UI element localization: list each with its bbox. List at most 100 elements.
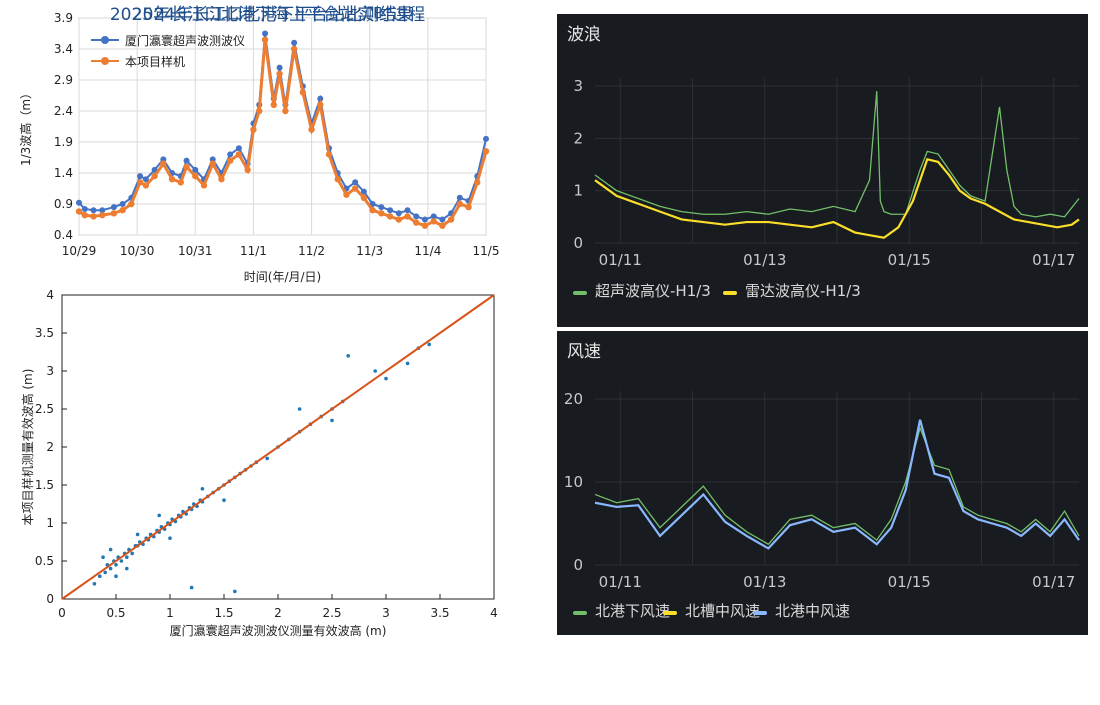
series-point (360, 188, 367, 195)
x-tick-label: 0 (58, 606, 66, 620)
series-point (177, 179, 184, 186)
series-point (317, 101, 324, 109)
scatter-point (330, 418, 334, 423)
scatter-point (384, 376, 388, 381)
series-point (282, 107, 289, 115)
y-tick-label: 3.9 (54, 11, 73, 25)
scatter-point (114, 574, 118, 578)
series-point (395, 216, 402, 223)
series-point (352, 179, 359, 186)
series-point (378, 210, 385, 217)
x-tick-label: 1.5 (214, 606, 233, 620)
y-tick-label: 2.9 (54, 73, 73, 87)
series-point (483, 135, 489, 142)
series-point (325, 151, 333, 158)
y-tick-label: 3.5 (35, 326, 54, 340)
series-point (110, 204, 117, 211)
x-axis-title: 时间(年/月/日) (244, 270, 321, 284)
series-point (290, 45, 298, 53)
panel-title: 风速 (567, 342, 601, 362)
x-tick-label: 4 (490, 606, 498, 620)
y-tick-label: 2.4 (54, 104, 73, 118)
scatter-point (189, 585, 194, 590)
scatter-point (125, 555, 129, 559)
scatter-chart: 0 0.5 1 1.5 2 2.5 3 3.5 4 0 0.5 1 1.5 2 2.5 3 3.5 4 厦门瀛寰超声… (20, 288, 498, 638)
timeseries-chart: 0.4 0.9 1.4 1.9 2.4 2.9 3.4 3.9 10/29 10/30 10/31 1… (18, 11, 499, 284)
legend-marker (101, 57, 109, 65)
series-point (136, 179, 144, 186)
right-caption: 2025年长江口北港下海上平台站实时过程 (109, 5, 426, 25)
y-tick-label: 2 (573, 129, 583, 147)
x-tick-label: 3 (382, 606, 390, 620)
series-point (270, 101, 277, 109)
y-axis-title: 本项目样机测量有效波高 (m) (20, 369, 35, 526)
x-axis-title: 厦门瀛寰超声波测波仪测量有效波高 (m) (170, 623, 387, 638)
wind-panel: 风速 0 10 20 01/11 01/13 01/15 01/17 北港下风速 北槽中风速 北港中… (557, 331, 1088, 635)
series-point (75, 208, 83, 215)
series-point (421, 222, 429, 229)
y-tick-label: 3 (46, 364, 54, 378)
series-point (90, 207, 97, 214)
scatter-point (297, 407, 302, 411)
series-point (413, 213, 420, 220)
scatter-point (265, 456, 270, 461)
legend-label: 北港下风速 (595, 602, 670, 620)
x-tick-label: 11/3 (356, 244, 383, 258)
x-tick-label: 01/13 (743, 573, 786, 591)
series-point (200, 182, 208, 189)
series-point (168, 176, 176, 183)
series-point (183, 157, 190, 164)
series-point (142, 176, 149, 183)
y-tick-label: 3.4 (54, 42, 73, 56)
series-point (262, 30, 269, 37)
scatter-point (168, 536, 172, 540)
series-point (334, 176, 341, 183)
legend-swatch (753, 611, 767, 615)
x-tick-label: 01/13 (743, 251, 786, 269)
series-line (594, 157, 1080, 239)
scatter-point (108, 547, 113, 552)
series-point (250, 126, 257, 133)
scatter-point (405, 361, 410, 366)
legend-label: 本项目样机 (125, 54, 185, 69)
series-point (235, 151, 243, 158)
x-tick-label: 01/15 (888, 251, 931, 269)
y-tick-label: 0 (573, 234, 583, 252)
series-point (110, 210, 118, 217)
y-tick-label: 0.5 (35, 554, 54, 568)
scatter-point (98, 574, 102, 578)
series-point (413, 219, 420, 226)
series-point (351, 185, 359, 192)
x-tick-label: 01/17 (1032, 251, 1075, 269)
scatter-point (92, 582, 97, 586)
scatter-point (200, 487, 205, 491)
series-point (137, 173, 144, 180)
scatter-point (119, 559, 124, 563)
series-point (291, 39, 298, 46)
series-point (276, 64, 283, 71)
series-point (404, 207, 411, 214)
series-point (209, 160, 216, 167)
y-tick-label: 0 (46, 592, 54, 606)
series-point (244, 166, 251, 174)
y-tick-label: 0.9 (54, 197, 73, 211)
plot-area (78, 17, 487, 236)
y-tick-label: 0 (573, 556, 583, 574)
series-point (395, 210, 402, 217)
x-tick-label: 2 (274, 606, 282, 620)
legend-swatch (573, 291, 587, 295)
scatter-point (125, 566, 129, 571)
panel-background (557, 14, 1088, 327)
x-tick-label: 10/31 (178, 244, 213, 258)
scatter-point (135, 532, 140, 537)
x-tick-label: 11/4 (414, 244, 441, 258)
y-tick-label: 1 (46, 516, 54, 530)
y-tick-label: 1.9 (54, 135, 73, 149)
series-point (360, 194, 368, 201)
scatter-point (427, 342, 432, 347)
series-point (439, 216, 446, 223)
fit-line (61, 294, 495, 600)
legend-marker (101, 36, 109, 44)
legend-label: 超声波高仪-H1/3 (595, 282, 711, 300)
series-point (378, 204, 385, 211)
